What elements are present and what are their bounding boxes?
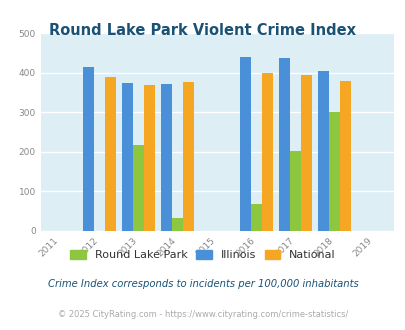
Bar <box>183 82 194 231</box>
Legend: Round Lake Park, Illinois, National: Round Lake Park, Illinois, National <box>66 247 339 264</box>
Bar <box>279 57 290 231</box>
Bar <box>261 73 272 231</box>
Bar <box>161 84 172 231</box>
Text: Crime Index corresponds to incidents per 100,000 inhabitants: Crime Index corresponds to incidents per… <box>47 279 358 289</box>
Bar <box>122 83 133 231</box>
Bar <box>318 71 328 231</box>
Bar <box>239 57 250 231</box>
Bar <box>144 85 155 231</box>
Bar <box>290 151 301 231</box>
Bar <box>83 67 94 231</box>
Text: Round Lake Park Violent Crime Index: Round Lake Park Violent Crime Index <box>49 23 356 38</box>
Bar <box>133 145 144 231</box>
Text: © 2025 CityRating.com - https://www.cityrating.com/crime-statistics/: © 2025 CityRating.com - https://www.city… <box>58 310 347 319</box>
Bar <box>250 204 261 231</box>
Bar <box>301 75 311 231</box>
Bar <box>105 77 116 231</box>
Bar <box>340 81 351 231</box>
Bar <box>172 218 183 231</box>
Bar <box>328 112 340 231</box>
